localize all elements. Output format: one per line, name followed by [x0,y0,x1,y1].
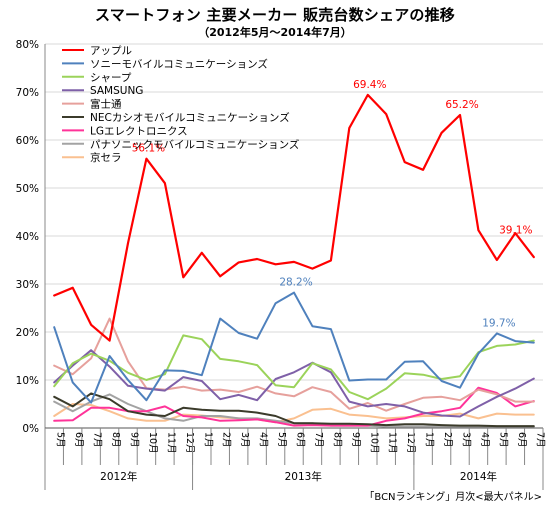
x-axis: 5月 6月 7月 8月 9月 10月 11月 12月 1月 2月 3月 4月 5月 6月 7月 8月 9月 10月… [44,428,545,490]
legend: アップルソニーモバイルコミュニケーションズシャープSAMSUNG富士通NECカシ… [62,45,299,164]
x-tick-label: 6月 [295,432,306,448]
series-line [53,386,535,427]
data-label: 69.4% [353,79,386,91]
legend-label: LGエレクトロニクス [90,125,188,137]
source-note: 「BCNランキング」月次<最大パネル> [364,492,542,503]
legend-label: SAMSUNG [90,85,143,97]
x-tick-label: 5月 [276,432,287,448]
data-label: 28.2% [279,277,312,289]
x-tick-label: 5月 [55,432,66,448]
year-label: 2014年 [460,470,497,483]
y-tick-label: 50% [16,183,39,195]
series-line [53,392,535,428]
x-tick-label: 11月 [165,432,176,454]
x-tick-label: 4月 [479,432,490,448]
series-line [53,403,535,424]
data-label: 56.1% [132,143,165,155]
series-line [53,317,535,412]
x-tick-label: 7月 [92,432,103,448]
y-tick-label: 40% [16,231,39,243]
x-tick-label: 7月 [313,432,324,448]
x-tick-label: 1月 [202,432,213,448]
x-tick-label: 7月 [534,432,545,448]
x-tick-label: 9月 [129,432,140,448]
x-tick-label: 2月 [442,432,453,448]
data-label: 19.7% [482,317,515,329]
x-tick-label: 6月 [516,432,527,448]
y-tick-label: 0% [22,423,39,435]
y-tick-label: 80% [16,39,39,51]
chart-title: スマートフォン 主要メーカー 販売台数シェアの推移 [95,6,455,24]
y-tick-label: 70% [16,87,39,99]
y-axis: 0% 10% 20% 30% 40% 50% 60% 70% 80% [16,39,39,435]
x-tick-label: 12月 [405,432,416,454]
y-tick-label: 20% [16,327,39,339]
x-tick-label: 8月 [110,432,121,448]
x-tick-label: 4月 [258,432,269,448]
x-tick-label: 9月 [350,432,361,448]
x-tick-label: 1月 [424,432,435,448]
series-lines [53,93,535,428]
series-line [53,291,535,404]
grid-lines [44,43,543,429]
legend-label: アップル [90,45,132,57]
year-label: 2012年 [100,470,137,483]
data-label: 65.2% [445,99,478,111]
y-tick-label: 10% [16,375,39,387]
x-tick-label: 3月 [461,432,472,448]
x-tick-label: 3月 [239,432,250,448]
legend-label: パナソニックモバイルコミュニケーションズ [90,138,299,151]
y-tick-label: 60% [16,135,39,147]
x-tick-label: 5月 [497,432,508,448]
series-line [53,334,535,401]
x-tick-label: 8月 [331,432,342,448]
data-labels: 56.1% 69.4% 65.2% 39.1% 28.2% 19.7% [132,79,533,330]
legend-label: 富士通 [90,98,122,111]
x-tick-label: 11月 [387,432,398,454]
legend-label: 京セラ [90,151,122,164]
x-tick-label: 12月 [184,432,195,454]
x-tick-label: 10月 [147,432,158,454]
series-line [53,93,535,342]
y-tick-label: 30% [16,279,39,291]
legend-label: シャープ [90,72,132,84]
x-tick-label: 6月 [73,432,84,448]
legend-label: ソニーモバイルコミュニケーションズ [90,57,268,70]
x-tick-label: 2月 [221,432,232,448]
year-label: 2013年 [285,470,322,483]
data-label: 39.1% [499,224,532,236]
x-tick-label: 10月 [368,432,379,454]
chart-subtitle: （2012年5月～2014年7月） [198,26,352,39]
legend-label: NECカシオモバイルコミュニケーションズ [90,111,290,124]
